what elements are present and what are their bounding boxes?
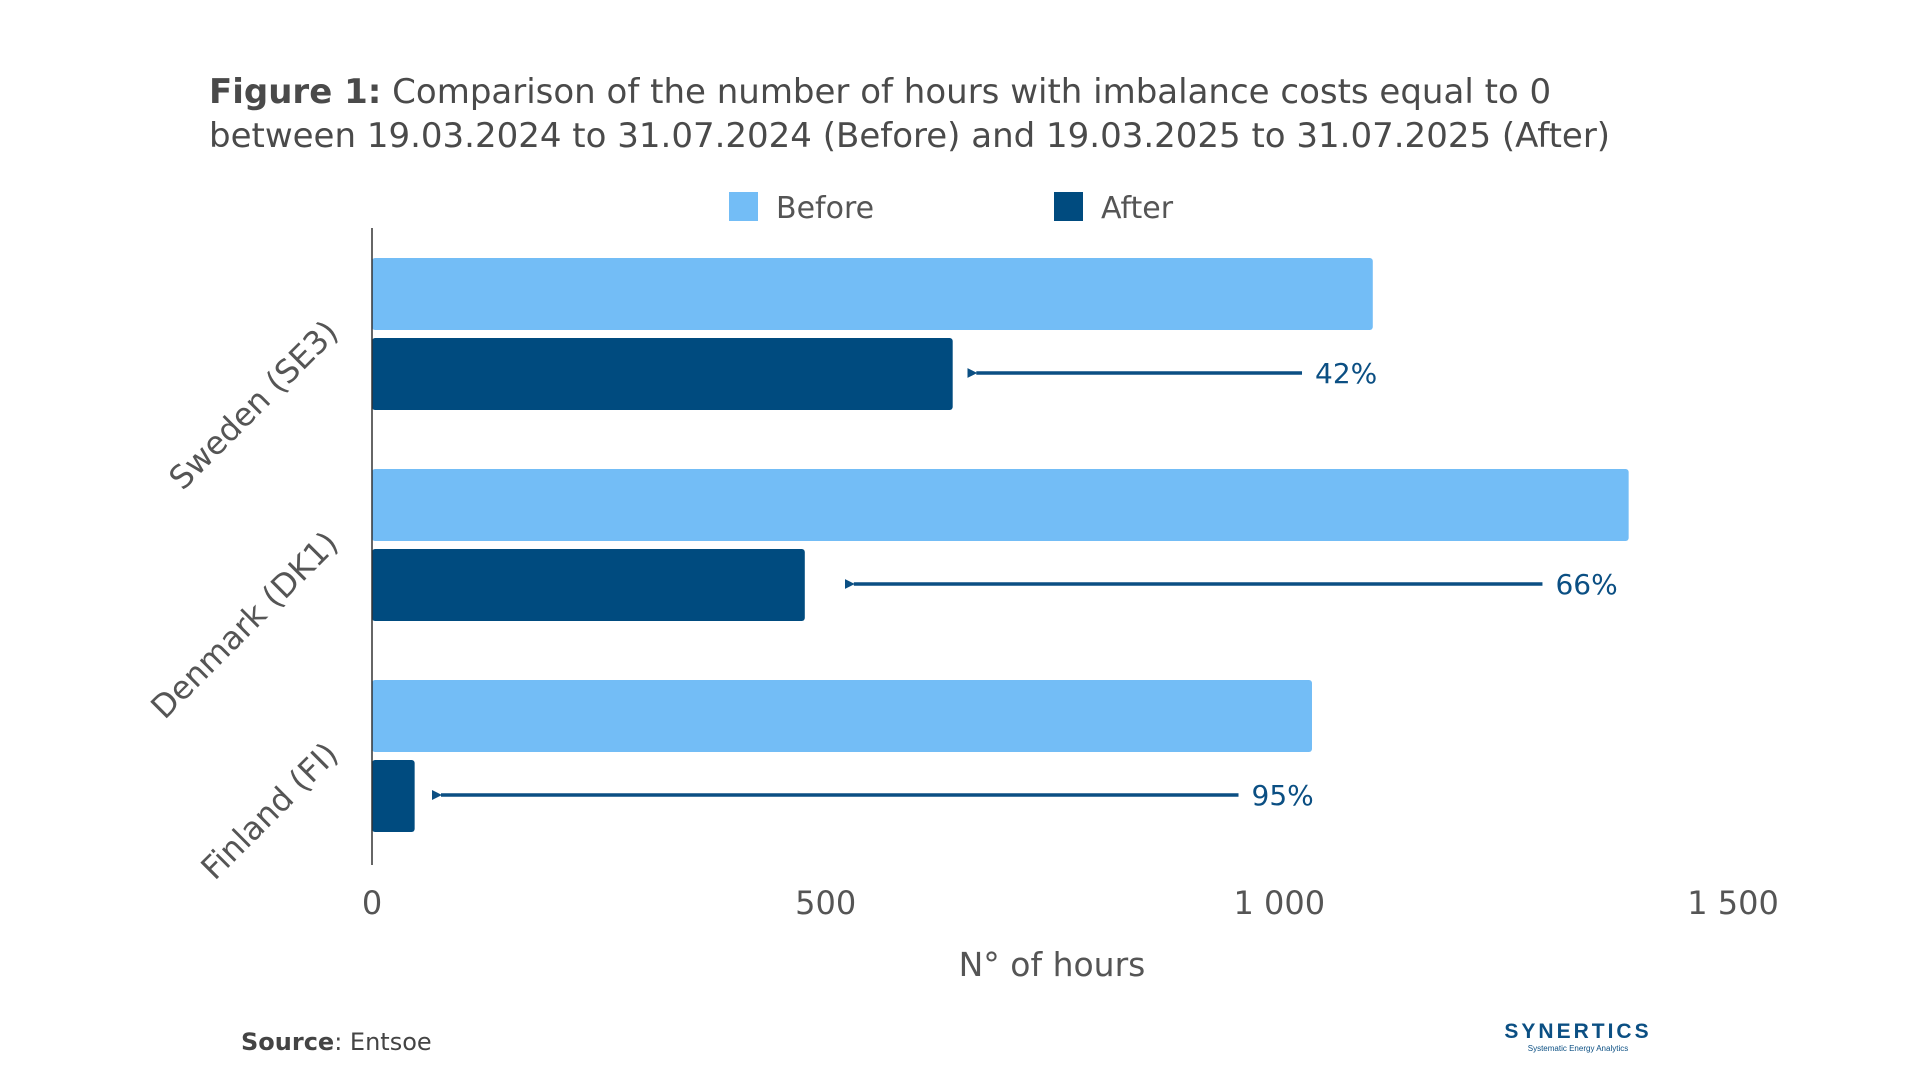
y-category-label-denmark-dk1: Denmark (DK1): [143, 524, 345, 726]
annotation-label-3: 95%: [1252, 779, 1314, 812]
bars-group: [372, 258, 1629, 832]
synertics-logo: SYNERTICS Systematic Energy Analytics: [1478, 1020, 1678, 1054]
title-line-2: between 19.03.2024 to 31.07.2024 (Before…: [209, 116, 1611, 156]
legend-label-before: Before: [776, 191, 874, 226]
x-axis-ticks: 0 500 1 000 1 500: [362, 884, 1779, 922]
annotations-group: 42% 66% 95%: [431, 357, 1618, 812]
bar-denmark-dk1-before: [372, 469, 1629, 541]
x-tick-label: 500: [795, 884, 856, 922]
y-category-label-sweden-se3: Sweden (SE3): [161, 313, 345, 497]
legend-swatch-before: [729, 192, 758, 221]
annotation-label-2: 66%: [1555, 568, 1617, 601]
legend: Before After: [729, 191, 1174, 226]
y-axis-categories: Sweden (SE3) Denmark (DK1)Finland (FI): [143, 313, 345, 887]
bar-finland-fi-after: [372, 760, 415, 832]
y-category-label-finland-fi: Finland (FI): [193, 735, 345, 887]
legend-swatch-after: [1054, 192, 1083, 221]
bar-finland-fi-before: [372, 680, 1312, 752]
title-line-1: Comparison of the number of hours with i…: [392, 72, 1552, 112]
x-tick-label: 1 500: [1687, 884, 1779, 922]
annotation-label-1: 42%: [1315, 357, 1377, 390]
chart-title: Figure 1: Comparison of the number of ho…: [209, 70, 1709, 158]
x-axis-label: N° of hours: [959, 945, 1146, 984]
legend-label-after: After: [1101, 191, 1174, 226]
bar-sweden-se3-before: [372, 258, 1373, 330]
bar-denmark-dk1-after: [372, 549, 805, 621]
source-value: : Entsoe: [334, 1028, 432, 1056]
x-tick-label: 0: [362, 884, 382, 922]
source-note: Source: Entsoe: [241, 1028, 432, 1056]
source-label: Source: [241, 1028, 335, 1056]
bar-sweden-se3-after: [372, 338, 953, 410]
logo-name: SYNERTICS: [1504, 1020, 1652, 1043]
logo-tagline: Systematic Energy Analytics: [1527, 1044, 1629, 1053]
figure-label: Figure 1:: [209, 72, 382, 112]
x-tick-label: 1 000: [1234, 884, 1326, 922]
